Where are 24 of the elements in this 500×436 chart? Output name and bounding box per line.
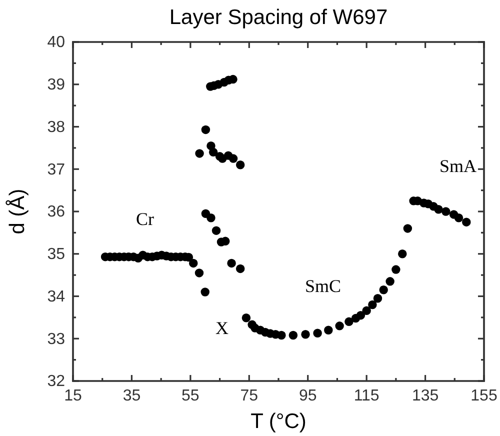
annotation: SmC xyxy=(304,276,342,296)
x-tick-label: 75 xyxy=(240,387,258,404)
y-tick-label: 35 xyxy=(47,246,66,263)
x-tick-label: 95 xyxy=(298,387,317,404)
y-tick-label: 38 xyxy=(47,118,66,136)
annotation: X xyxy=(216,318,228,338)
y-tick-label: 34 xyxy=(47,288,66,306)
x-tick-label: 55 xyxy=(182,387,200,404)
annotation: Cr xyxy=(136,209,154,229)
x-tick-label: 135 xyxy=(412,387,439,404)
chart-title: Layer Spacing of W697 xyxy=(169,6,388,29)
y-tick-label: 33 xyxy=(47,330,66,348)
y-tick-label: 40 xyxy=(47,34,66,52)
x-tick-label: 155 xyxy=(470,387,498,404)
x-tick-label: 35 xyxy=(122,387,141,404)
y-axis-title: d (Å) xyxy=(5,188,29,234)
y-tick-label: 37 xyxy=(47,161,66,178)
y-tick-label: 39 xyxy=(47,76,66,94)
x-tick-label: 15 xyxy=(64,387,82,404)
y-tick-label: 32 xyxy=(47,373,66,390)
y-tick-label: 36 xyxy=(47,204,66,221)
x-axis-title: T (°C) xyxy=(250,410,306,433)
annotation: SmA xyxy=(439,156,477,176)
x-tick-label: 115 xyxy=(354,387,380,404)
